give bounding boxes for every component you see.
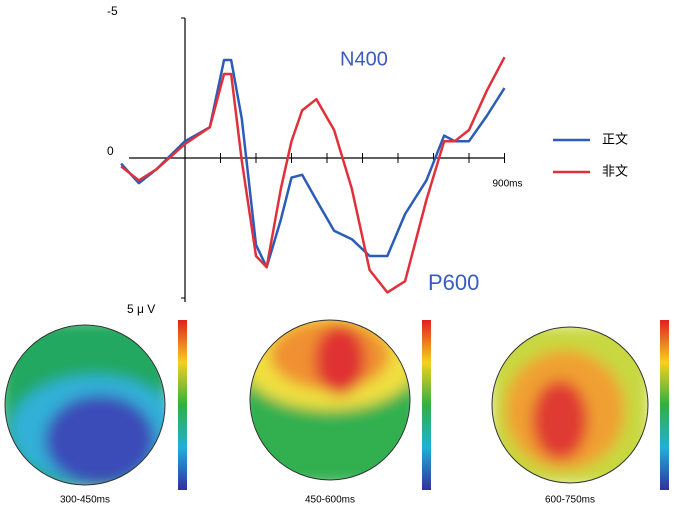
topomap [4, 320, 187, 490]
x-tick-label: 900ms [493, 179, 523, 190]
topomap [491, 320, 669, 490]
topomap-label: 300-450ms [60, 495, 110, 506]
y-tick-label: -5 [107, 4, 118, 18]
series-line [120, 56, 506, 294]
y-tick-label: 0 [107, 144, 114, 158]
y-tick-label: 5 μ V [127, 302, 155, 316]
series-line [120, 58, 506, 269]
topomap-label: 450-600ms [305, 495, 355, 506]
annotation: P600 [428, 270, 479, 295]
topomap-label: 600-750ms [545, 495, 595, 506]
legend-label: 正文 [602, 131, 628, 146]
legend-label: 非文 [602, 163, 628, 178]
topomap [249, 319, 431, 490]
annotation: N400 [340, 48, 388, 70]
